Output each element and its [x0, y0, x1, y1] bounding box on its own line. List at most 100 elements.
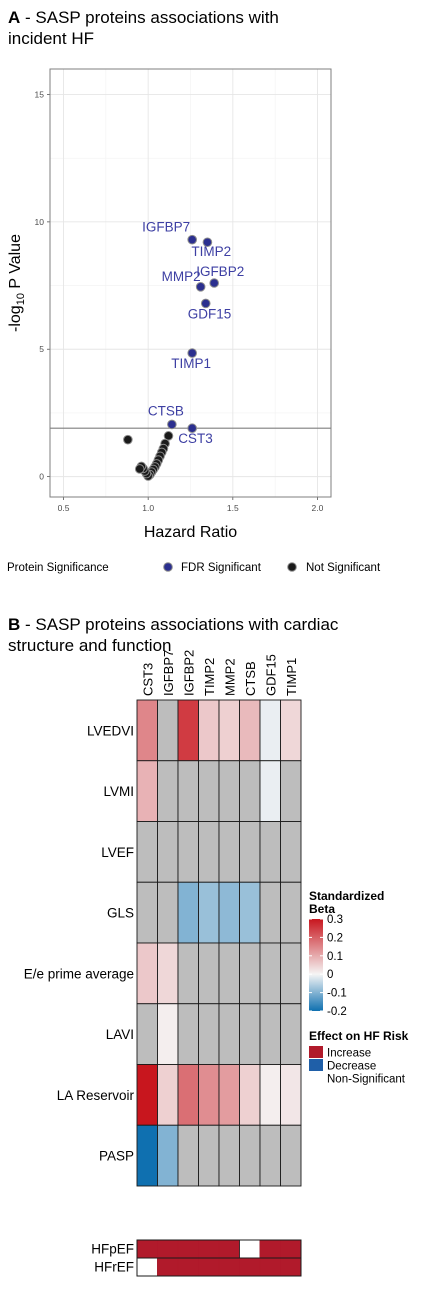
- panel-b-title-text: - SASP proteins associations with cardia…: [8, 615, 339, 655]
- heatmap-cell: [157, 1003, 179, 1065]
- heatmap-cell: [239, 942, 261, 1005]
- hf-row-label: HFpEF: [91, 1242, 134, 1257]
- heatmap-cell: [157, 942, 179, 1005]
- y-axis-title: -log10 P Value: [7, 234, 27, 332]
- heatmap-cell: [259, 821, 281, 883]
- heatmap-cell: [136, 881, 158, 944]
- fdr-significant-point: [187, 423, 197, 434]
- legend-key-fdr-significant: [163, 562, 173, 572]
- fdr-significant-point: [209, 278, 219, 288]
- heatmap-cell: [218, 821, 240, 883]
- fdr-significant-point: [187, 234, 197, 245]
- heatmap-cell: [136, 699, 158, 762]
- heatmap-cell: [198, 942, 220, 1005]
- hf-risk-cell: [198, 1257, 220, 1277]
- hf-risk-legend-swatch: [309, 1072, 323, 1084]
- colorbar-title-line1: Standardized: [309, 889, 384, 903]
- y-tick-label: 0: [39, 472, 44, 482]
- heatmap-cell: [136, 821, 158, 883]
- hf-risk-cell: [157, 1257, 179, 1277]
- heatmap-cell: [177, 760, 199, 822]
- heatmap-cell: [239, 821, 261, 883]
- heatmap-cell: [239, 1124, 261, 1187]
- hf-risk-cell: [177, 1257, 199, 1277]
- heatmap-cell: [280, 881, 302, 944]
- panel-a-title-text: - SASP proteins associations with incide…: [8, 8, 279, 48]
- x-tick-label: 0.5: [58, 503, 70, 513]
- column-label: GDF15: [263, 654, 278, 696]
- point-label: GDF15: [188, 306, 232, 321]
- hf-risk-cell: [280, 1239, 302, 1259]
- heatmap-cell: [280, 699, 302, 762]
- heatmap-cell: [218, 699, 240, 762]
- x-axis-title: Hazard Ratio: [144, 524, 237, 541]
- point-label: CST3: [178, 431, 213, 446]
- hf-row-label: HFrEF: [94, 1260, 134, 1275]
- heatmap-cell: [177, 881, 199, 944]
- hf-risk-cell: [239, 1239, 261, 1259]
- legend-label-not-significant: Not Significant: [306, 562, 381, 574]
- non-significant-point: [134, 464, 145, 474]
- hf-risk-row-border: [136, 1257, 302, 1277]
- legend-title: Protein Significance: [7, 562, 109, 574]
- heatmap-cell: [280, 1124, 302, 1187]
- heatmap-cell: [218, 942, 240, 1005]
- heatmap-cell: [239, 881, 261, 944]
- heatmap-cell: [198, 1003, 220, 1065]
- colorbar-tick-label: -0.2: [327, 1006, 347, 1018]
- y-tick-label: 15: [35, 89, 45, 99]
- heatmap-cell: [177, 1003, 199, 1065]
- heatmap-cell: [177, 1124, 199, 1187]
- hf-risk-cell: [218, 1239, 240, 1259]
- row-label: E/e prime average: [24, 966, 134, 981]
- hf-risk-cell: [239, 1257, 261, 1277]
- hf-risk-legend-label: Decrease: [327, 1061, 376, 1073]
- heatmap-cell: [177, 821, 199, 883]
- panel-a-letter: A: [8, 8, 21, 27]
- heatmap-cell: [259, 942, 281, 1005]
- panel-b-title: B - SASP proteins associations with card…: [8, 614, 398, 656]
- column-label: MMP2: [222, 658, 237, 696]
- hf-risk-row-border: [136, 1239, 302, 1259]
- colorbar-title-line2: Beta: [309, 902, 335, 916]
- heatmap-cell: [259, 699, 281, 762]
- colorbar-tick-label: 0.3: [327, 914, 343, 926]
- heatmap-cell: [198, 1124, 220, 1187]
- column-label: IGFBP2: [181, 650, 196, 696]
- heatmap-cell: [136, 1124, 158, 1187]
- hf-risk-cell: [218, 1257, 240, 1277]
- colorbar-tick-label: 0.1: [327, 951, 343, 963]
- fdr-significant-point: [195, 282, 206, 292]
- heatmap-cell: [157, 821, 179, 883]
- x-tick-label: 1.0: [142, 503, 154, 513]
- point-label: CTSB: [148, 403, 184, 418]
- heatmap-cell: [157, 881, 179, 944]
- heatmap-cell: [218, 1064, 240, 1126]
- heatmap-cell: [259, 1064, 281, 1126]
- column-label: TIMP1: [284, 658, 299, 696]
- heatmap-cell: [157, 1064, 179, 1126]
- x-tick-label: 2.0: [312, 503, 324, 513]
- column-label: IGFBP7: [161, 650, 176, 696]
- heatmap-cell: [157, 1124, 179, 1187]
- colorbar-tick-label: 0.2: [327, 932, 343, 944]
- row-label: LA Reservoir: [57, 1088, 135, 1103]
- heatmap-cell: [218, 1124, 240, 1187]
- heatmap-cell: [239, 1064, 261, 1126]
- row-label: GLS: [107, 906, 134, 921]
- heatmap-cell: [239, 699, 261, 762]
- plot-border: [49, 68, 332, 498]
- colorbar-tick-label: -0.1: [327, 988, 347, 1000]
- heatmap-cell: [218, 1003, 240, 1065]
- non-significant-point: [123, 434, 133, 445]
- column-label: CTSB: [243, 661, 258, 696]
- fdr-significant-point: [167, 419, 177, 430]
- heatmap-cell: [157, 760, 179, 822]
- hf-risk-cell: [259, 1257, 281, 1277]
- heatmap-cell: [239, 1003, 261, 1065]
- heatmap-cell: [136, 1003, 158, 1065]
- hf-risk-cell: [280, 1257, 302, 1277]
- panel-b-letter: B: [8, 615, 21, 634]
- heatmap-cell: [198, 760, 220, 822]
- heatmap-cell: [259, 1124, 281, 1187]
